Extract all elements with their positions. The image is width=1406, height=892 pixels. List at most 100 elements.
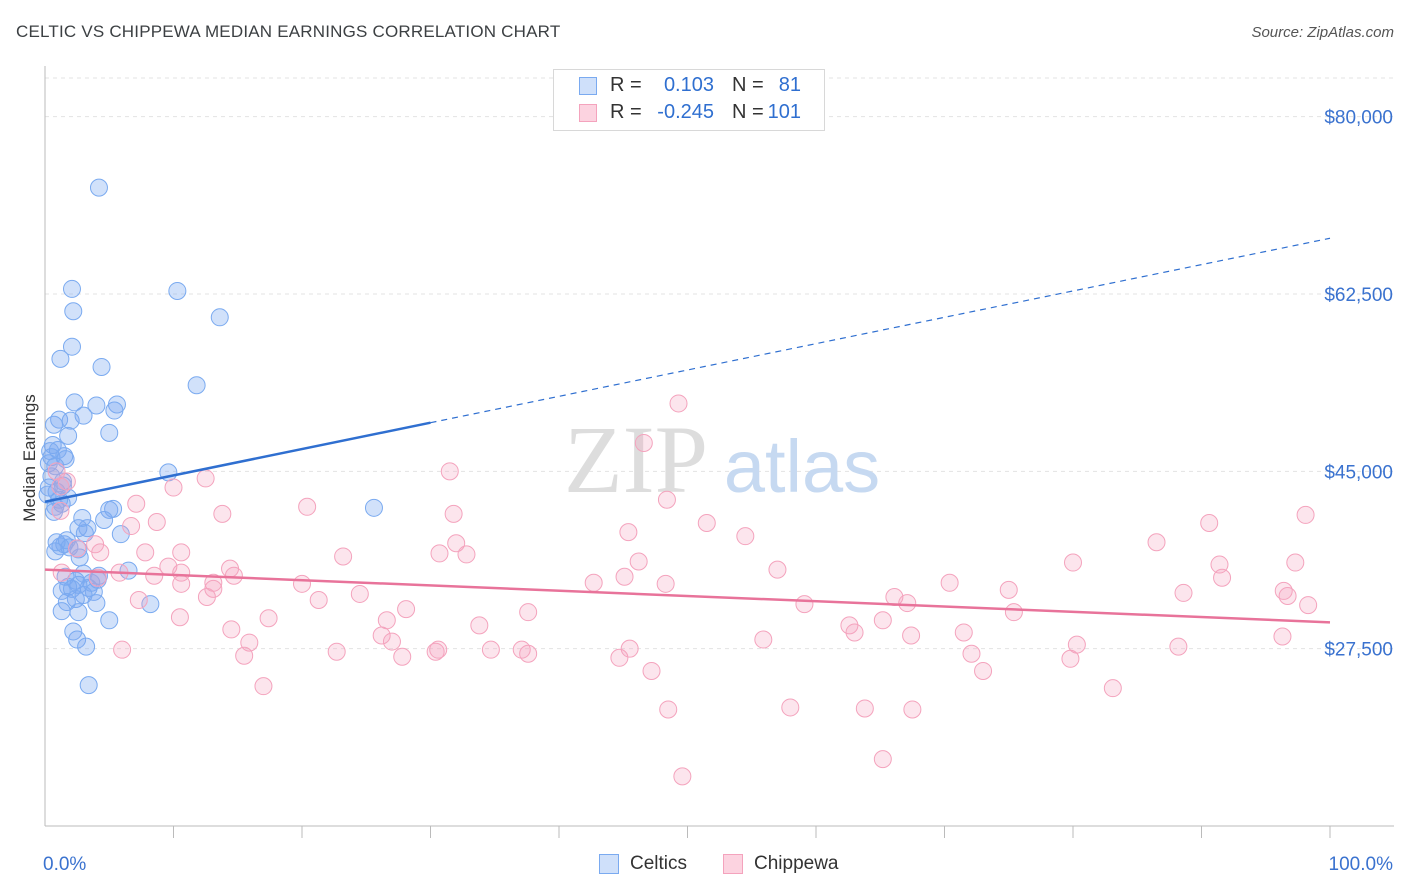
y-tick-label: $80,000 <box>1324 108 1393 129</box>
gridlines <box>45 77 1394 650</box>
chippewa-point <box>519 644 538 663</box>
celtics-point <box>52 581 71 600</box>
legend-label: Chippewa <box>754 853 839 874</box>
celtics-point <box>57 593 76 612</box>
celtics-point <box>44 502 63 521</box>
chippewa-point <box>781 698 800 717</box>
chippewa-point <box>393 647 412 666</box>
chippewa-point <box>615 567 634 586</box>
chippewa-point <box>940 573 959 592</box>
celtics-point <box>56 450 75 469</box>
chippewa-point <box>768 560 787 579</box>
y-tick-label: $45,000 <box>1324 462 1393 483</box>
chippewa-point <box>372 626 391 645</box>
chippewa-point <box>629 552 648 571</box>
chippewa-point <box>147 513 166 531</box>
celtics-point <box>64 302 83 321</box>
chippewa-point <box>91 543 110 562</box>
chippewa-point <box>222 620 241 639</box>
r-value: 0.103 <box>663 74 714 96</box>
chippewa-point <box>659 700 678 719</box>
celtics-point <box>51 349 70 368</box>
celtics-point <box>46 542 65 561</box>
chippewa-point <box>754 630 773 649</box>
chippewa-point <box>52 563 71 582</box>
x-tick-labels: 0.0% 100.0% <box>43 854 1393 875</box>
stats-legend: R = 0.103 N = 81 R = -0.245 N = 101 <box>553 69 825 131</box>
chippewa-trend-line <box>44 568 1331 624</box>
chippewa-point <box>656 574 675 593</box>
chippewa-point <box>444 504 463 523</box>
celtics-point <box>100 611 119 630</box>
chippewa-point <box>224 566 243 585</box>
celtics-point <box>79 676 98 695</box>
celtics-point <box>61 411 80 430</box>
r-label: R = <box>610 74 642 96</box>
source-label: Source: ZipAtlas.com <box>1251 24 1394 41</box>
celtics-point <box>87 594 106 613</box>
chippewa-point <box>397 600 416 619</box>
chippewa-point <box>954 623 973 642</box>
chippewa-point <box>642 661 661 680</box>
axes <box>44 66 1394 838</box>
chippewa-point <box>873 750 892 769</box>
celtics-point <box>69 603 88 622</box>
celtics-point <box>364 498 383 517</box>
watermark: ZIP atlas <box>564 406 880 513</box>
celtics-point <box>141 595 160 614</box>
chart-title: CELTIC VS CHIPPEWA MEDIAN EARNINGS CORRE… <box>16 22 561 41</box>
chippewa-point <box>1213 568 1232 587</box>
chippewa-point <box>610 648 629 667</box>
chippewa-point <box>298 497 317 516</box>
chippewa-point <box>962 644 981 663</box>
celtics-point <box>62 337 81 356</box>
celtics-point <box>52 602 71 621</box>
chippewa-point <box>1200 514 1219 533</box>
chippewa-point <box>164 478 183 497</box>
y-tick-labels: $27,500 $45,000 $62,500 $80,000 <box>1324 108 1393 661</box>
series-chippewa-points <box>47 394 1318 786</box>
stats-row-celtics: R = 0.103 N = 81 <box>554 73 824 99</box>
chippewa-point <box>1064 553 1082 572</box>
chippewa-point <box>1169 637 1188 656</box>
celtics-point <box>77 637 96 656</box>
chippewa-point <box>795 595 814 614</box>
chippewa-point <box>172 574 191 593</box>
celtics-legend-swatch <box>599 854 619 874</box>
chippewa-point <box>377 611 396 630</box>
celtics-trend-line <box>44 421 431 503</box>
celtics-point <box>100 500 119 519</box>
n-label: N = <box>732 74 764 96</box>
celtics-point <box>92 357 111 376</box>
chippewa-point <box>1174 583 1193 602</box>
chippewa-point <box>113 640 132 659</box>
celtics-point <box>119 561 138 580</box>
chippewa-point <box>697 514 716 533</box>
chippewa-point <box>170 608 189 627</box>
celtics-swatch <box>579 77 597 95</box>
chippewa-swatch <box>579 104 597 122</box>
chippewa-point <box>898 594 917 613</box>
x-tick-label: 100.0% <box>1329 854 1394 875</box>
chippewa-point <box>845 623 864 642</box>
celtics-point <box>87 396 106 415</box>
chippewa-point <box>736 527 755 546</box>
chippewa-point <box>197 587 216 606</box>
chippewa-point <box>673 767 692 786</box>
chippewa-point <box>430 544 449 563</box>
celtics-point <box>47 533 66 552</box>
chippewa-point <box>213 504 232 523</box>
chippewa-point <box>429 640 448 659</box>
celtics-point <box>105 401 124 420</box>
celtics-point <box>78 519 97 538</box>
chippewa-point <box>334 547 353 566</box>
watermark-zip: ZIP <box>564 406 708 513</box>
celtics-point <box>73 508 92 527</box>
celtics-point <box>59 426 78 445</box>
watermark-atlas: atlas <box>724 425 880 508</box>
chippewa-point <box>293 574 311 593</box>
chippewa-point <box>902 626 921 645</box>
chippewa-point <box>127 494 146 513</box>
celtics-point <box>210 308 229 327</box>
